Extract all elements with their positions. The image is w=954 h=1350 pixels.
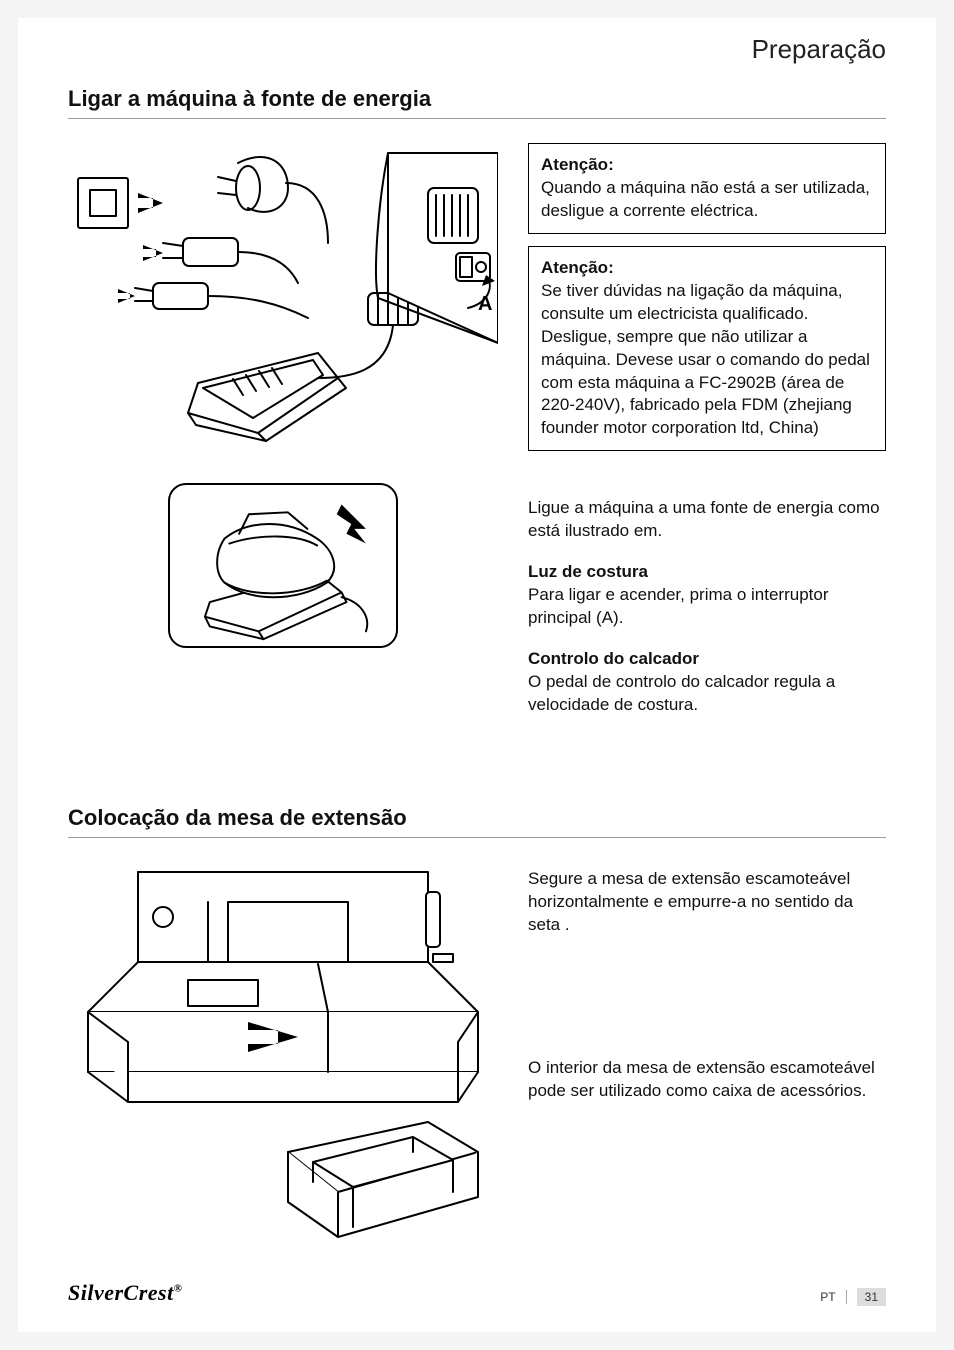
footer-divider	[846, 1290, 847, 1304]
footer-lang: PT	[820, 1290, 835, 1304]
illustration-foot-pedal	[68, 483, 498, 648]
figure-label-a: A	[478, 293, 492, 316]
section-extension-table: Colocação da mesa de extensão	[68, 805, 886, 1242]
section1-right-col: Atenção: Quando a máquina não está a ser…	[528, 143, 886, 735]
page-sheet: Preparação Ligar a máquina à fonte de en…	[18, 18, 936, 1332]
section1-left-col: A	[68, 143, 498, 735]
warning1-body: Quando a máquina não está a ser utilizad…	[541, 178, 870, 220]
section1-sub2: Controlo do calcador O pedal de controlo…	[528, 648, 886, 717]
warning2-title: Atenção:	[541, 258, 614, 277]
section-heading-power: Ligar a máquina à fonte de energia	[68, 86, 886, 119]
warning-box-1: Atenção: Quando a máquina não está a ser…	[528, 143, 886, 234]
brand-text: SilverCrest	[68, 1280, 174, 1305]
section2-p2: O interior da mesa de extensão escamoteá…	[528, 1057, 886, 1103]
section1-sub1: Luz de costura Para ligar e acender, pri…	[528, 561, 886, 630]
warning2-body: Se tiver dúvidas na ligação da máquina, …	[541, 281, 870, 438]
warning-box-2: Atenção: Se tiver dúvidas na ligação da …	[528, 246, 886, 452]
foot-pedal-svg	[170, 485, 396, 646]
sub1-title: Luz de costura	[528, 562, 648, 581]
page-footer: SilverCrest® PT 31	[68, 1280, 886, 1306]
illustration-extension-table	[68, 862, 498, 1242]
section2-p1: Segure a mesa de extensão escamoteável h…	[528, 868, 886, 937]
sub2-title: Controlo do calcador	[528, 649, 699, 668]
section2-left-col	[68, 862, 498, 1242]
foot-pedal-frame	[168, 483, 398, 648]
page-background: Preparação Ligar a máquina à fonte de en…	[0, 0, 954, 1350]
sub2-body: O pedal de controlo do calcador regula a…	[528, 672, 835, 714]
section1-p1: Ligue a máquina a uma fonte de energia c…	[528, 497, 886, 543]
footer-page-number: 31	[857, 1288, 886, 1306]
sub1-body: Para ligar e acender, prima o interrupto…	[528, 585, 829, 627]
chapter-title: Preparação	[752, 34, 886, 65]
registered-mark: ®	[174, 1283, 183, 1295]
section-heading-table: Colocação da mesa de extensão	[68, 805, 886, 838]
section2-columns: Segure a mesa de extensão escamoteável h…	[68, 862, 886, 1242]
illustration-power-connection	[68, 143, 498, 443]
section2-right-col: Segure a mesa de extensão escamoteável h…	[528, 862, 886, 1242]
extension-table-svg	[68, 862, 498, 1242]
page-number-wrap: PT 31	[820, 1288, 886, 1306]
power-connection-svg	[68, 143, 498, 443]
section-power: Ligar a máquina à fonte de energia	[68, 86, 886, 735]
section1-columns: A	[68, 143, 886, 735]
warning1-title: Atenção:	[541, 155, 614, 174]
brand-logo: SilverCrest®	[68, 1280, 182, 1306]
